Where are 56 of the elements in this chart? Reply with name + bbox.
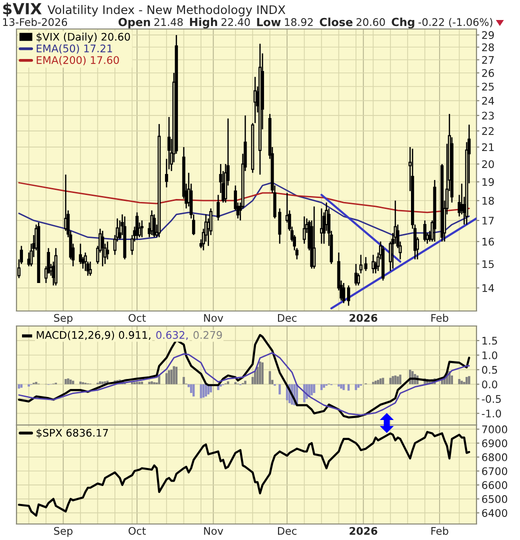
- y-tick-label: 21: [482, 143, 494, 152]
- y-tick-label: 23: [482, 112, 494, 120]
- y-tick-label: 6500: [482, 495, 508, 504]
- y-tick-label: 27: [482, 56, 494, 64]
- y-tick-label: 17: [482, 216, 494, 224]
- y-tick-label: 6600: [482, 481, 508, 490]
- y-tick-label: 25: [482, 82, 494, 91]
- y-tick-label: 20: [482, 160, 494, 168]
- y-tick-label: 16: [482, 238, 494, 246]
- x-tick-label: Feb: [431, 314, 448, 322]
- chart-title: $VIX: [3, 2, 42, 16]
- y-tick-label: 19: [482, 178, 494, 186]
- y-tick-label: 1.0: [482, 351, 498, 360]
- y-tick-label: 29: [482, 31, 494, 40]
- y-tick-label: 0.0: [482, 380, 498, 388]
- legend-label: MACD(12,26,9) 0.911,: [36, 330, 150, 340]
- x-tick-label: Dec: [278, 527, 297, 535]
- y-tick-label: 7000: [482, 425, 508, 434]
- y-tick-label: 6900: [482, 439, 508, 448]
- x-tick-label: Feb: [431, 526, 448, 535]
- y-tick-label: 14: [482, 284, 494, 292]
- y-tick-label: 6700: [482, 467, 508, 476]
- x-tick-label: 2026: [350, 526, 378, 535]
- y-tick-label: 28: [482, 43, 494, 52]
- text: Close 20.60: [320, 18, 385, 26]
- legend-label: EMA(50) 17.21: [36, 44, 112, 54]
- y-tick-label: 0.5: [482, 366, 498, 374]
- text: 0.279: [194, 331, 222, 339]
- x-tick-label: Oct: [128, 526, 146, 535]
- legend-label: $VIX (Daily) 20.60: [36, 32, 130, 43]
- y-tick-label: 1.5: [482, 336, 498, 345]
- y-tick-label: 24: [482, 96, 494, 105]
- x-tick-label: Dec: [278, 314, 297, 322]
- text: Chg -0.22 (-1.06%): [392, 18, 492, 28]
- x-tick-label: Sep: [54, 314, 72, 324]
- y-tick-label: -0.5: [482, 395, 501, 403]
- legend-label: EMA(200) 17.60: [36, 56, 119, 66]
- x-tick-label: Nov: [204, 527, 224, 535]
- y-tick-label: 15: [482, 260, 494, 268]
- x-tick-label: 2026: [350, 314, 378, 322]
- x-tick-label: Oct: [128, 314, 146, 322]
- text: High 22.40: [190, 18, 250, 28]
- x-tick-label: Nov: [204, 314, 224, 322]
- series-label: 0.632,: [156, 331, 188, 340]
- text: 13-Feb-2026: [3, 18, 68, 26]
- text: Open 21.48: [118, 18, 183, 28]
- y-tick-label: 26: [482, 69, 494, 77]
- y-tick-label: 18: [482, 196, 494, 205]
- chart-subtitle: Volatility Index - New Methodology INDX: [48, 4, 286, 16]
- text: Low 18.92: [257, 18, 313, 26]
- y-tick-label: 6400: [482, 509, 508, 517]
- legend-label: $SPX 6836.17: [36, 428, 108, 438]
- y-tick-label: 6800: [482, 453, 508, 462]
- y-tick-label: 22: [482, 127, 494, 135]
- x-tick-label: Sep: [54, 526, 72, 537]
- y-tick-label: -1.0: [482, 410, 501, 418]
